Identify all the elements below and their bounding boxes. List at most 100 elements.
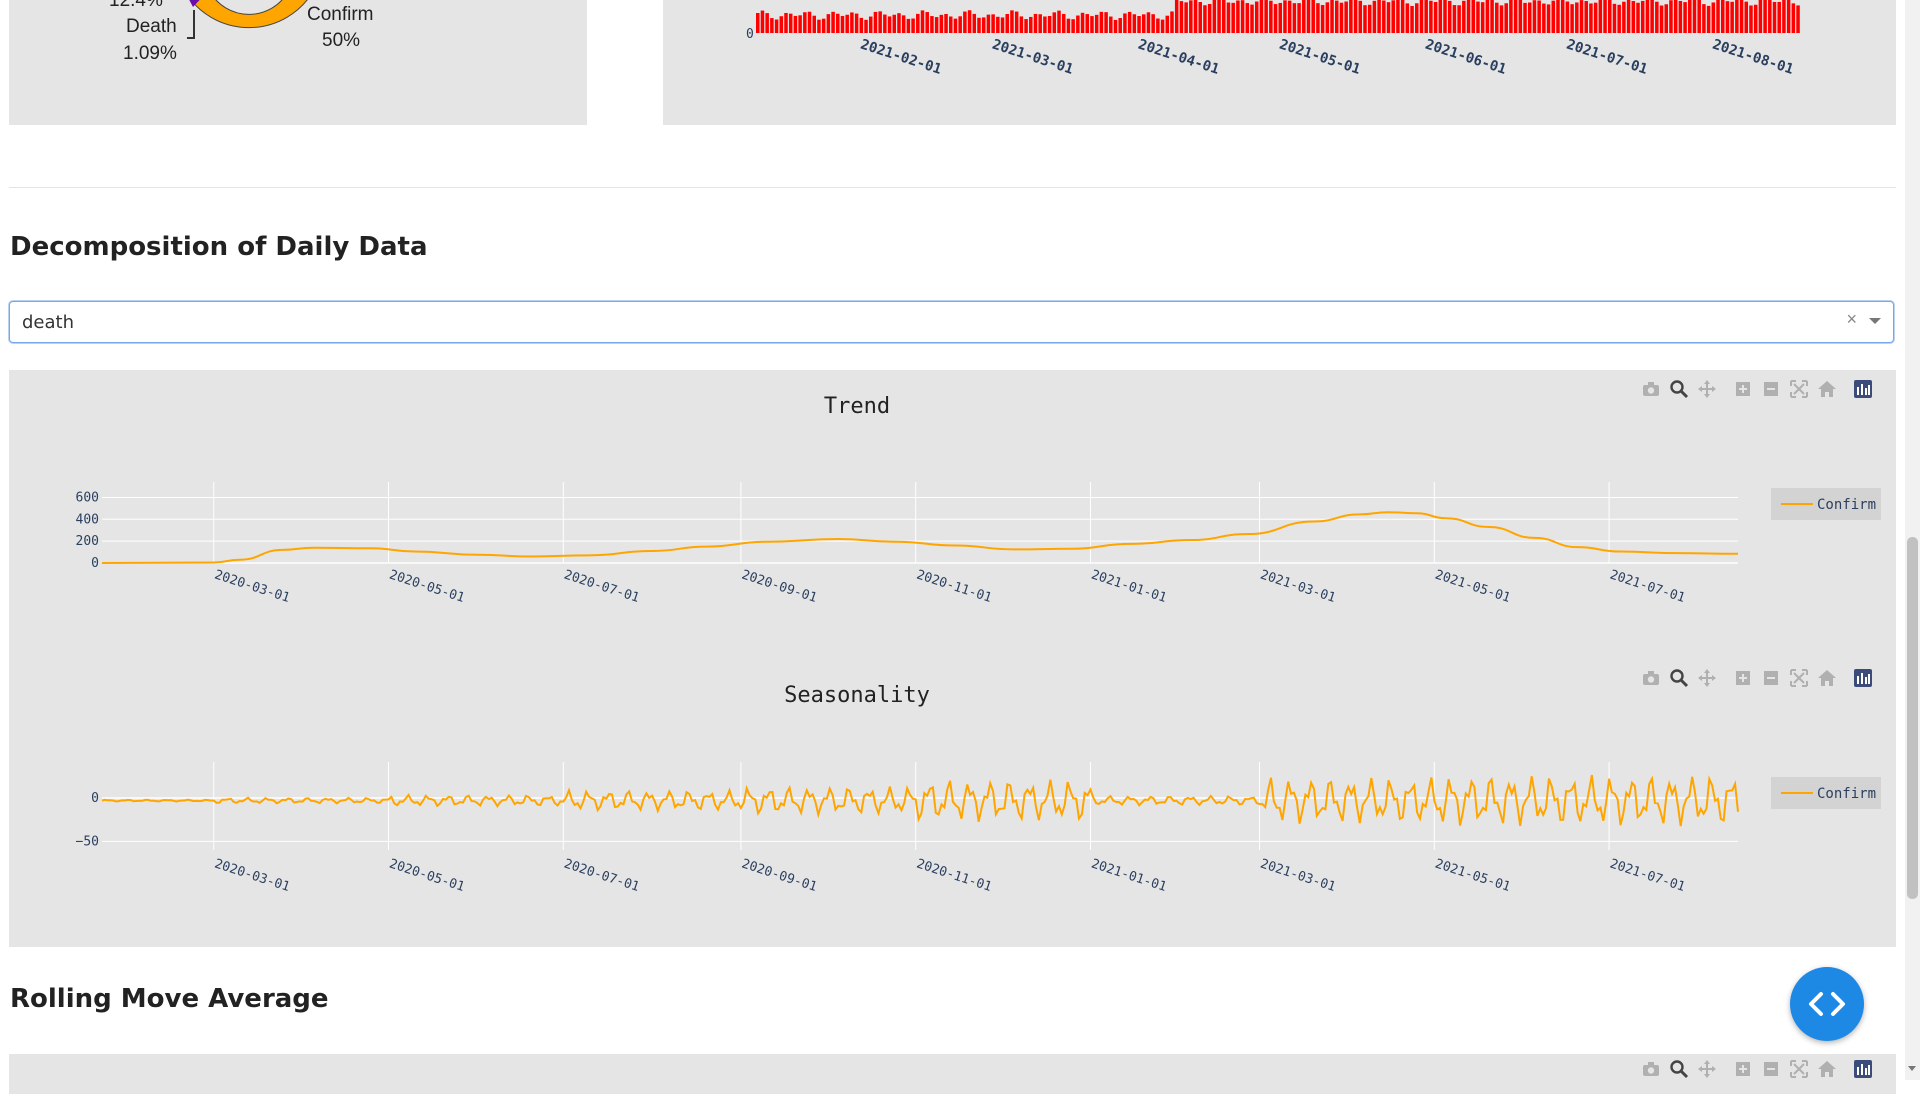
daily-bar[interactable] [788, 13, 793, 33]
daily-bar[interactable] [1076, 15, 1080, 33]
daily-bar[interactable] [1000, 17, 1005, 33]
daily-bar[interactable] [859, 17, 864, 33]
daily-bar[interactable] [774, 19, 779, 33]
daily-bar[interactable] [798, 15, 802, 33]
donut-slice-confirm[interactable] [184, 0, 314, 29]
daily-bar[interactable] [934, 17, 939, 33]
daily-bar[interactable] [958, 16, 962, 33]
daily-bar[interactable] [1151, 14, 1155, 33]
pan-icon[interactable] [1697, 668, 1717, 688]
daily-bar[interactable] [1739, 0, 1744, 33]
daily-bar[interactable] [1085, 14, 1090, 33]
daily-bar[interactable] [963, 11, 967, 34]
daily-bar[interactable] [1480, 2, 1485, 33]
daily-bar[interactable] [826, 14, 831, 33]
daily-bar[interactable] [878, 11, 882, 33]
daily-bar[interactable] [1236, 0, 1240, 33]
daily-bar[interactable] [1415, 3, 1419, 33]
daily-bar[interactable] [1024, 19, 1028, 33]
daily-bar[interactable] [901, 15, 906, 34]
daily-bar[interactable] [967, 10, 972, 33]
daily-bar[interactable] [1118, 18, 1122, 33]
daily-bar[interactable] [1749, 5, 1753, 33]
daily-bar[interactable] [1527, 2, 1532, 33]
daily-bar[interactable] [972, 13, 977, 33]
daily-bar[interactable] [920, 10, 925, 34]
daily-bar[interactable] [1452, 5, 1457, 34]
daily-bar[interactable] [1141, 14, 1146, 33]
daily-bar[interactable] [1725, 1, 1730, 33]
daily-bar[interactable] [1226, 2, 1231, 33]
daily-bar[interactable] [1720, 0, 1725, 33]
daily-bar[interactable] [1622, 1, 1626, 34]
daily-bar[interactable] [1269, 0, 1273, 34]
daily-bar[interactable] [1476, 1, 1480, 34]
daily-bar[interactable] [925, 12, 929, 34]
daily-bar[interactable] [817, 19, 821, 33]
daily-bar[interactable] [1664, 4, 1668, 33]
daily-bar[interactable] [1447, 0, 1452, 33]
daily-bar[interactable] [1146, 12, 1151, 33]
daily-bar[interactable] [1137, 16, 1141, 33]
daily-bar[interactable] [1240, 0, 1245, 34]
daily-bar[interactable] [981, 17, 986, 33]
daily-bar[interactable] [1565, 1, 1570, 33]
legend[interactable]: Confirm [1771, 777, 1881, 809]
daily-bar[interactable] [1109, 16, 1113, 33]
daily-bar[interactable] [1127, 11, 1132, 34]
daily-bar[interactable] [770, 18, 774, 33]
daily-bar[interactable] [1692, 0, 1697, 33]
daily-bar[interactable] [1391, 0, 1395, 33]
daily-bar[interactable] [1207, 3, 1212, 34]
plotly-logo-icon[interactable] [1853, 379, 1873, 399]
daily-bar[interactable] [1796, 5, 1800, 33]
daily-bar[interactable] [1589, 3, 1593, 34]
daily-bar[interactable] [953, 18, 958, 33]
reset-axes-icon[interactable] [1817, 1059, 1837, 1079]
daily-bar[interactable] [1556, 0, 1560, 33]
daily-bar[interactable] [1010, 10, 1014, 33]
daily-bar[interactable] [1603, 0, 1607, 33]
daily-bar[interactable] [1645, 0, 1650, 33]
daily-bar[interactable] [1523, 2, 1527, 34]
daily-bar[interactable] [1245, 3, 1250, 34]
daily-bar[interactable] [821, 18, 826, 33]
daily-bar[interactable] [1287, 0, 1292, 34]
autoscale-icon[interactable] [1789, 1059, 1809, 1079]
daily-bar[interactable] [916, 13, 920, 33]
daily-bar[interactable] [1132, 14, 1137, 33]
daily-bar[interactable] [1344, 1, 1348, 34]
daily-bar[interactable] [803, 12, 807, 33]
daily-bar[interactable] [1099, 11, 1104, 33]
daily-bar[interactable] [1113, 19, 1118, 33]
zoom-in-icon[interactable] [1733, 1059, 1753, 1079]
daily-bar[interactable] [1170, 11, 1174, 34]
legend[interactable]: Confirm [1771, 488, 1881, 520]
daily-bar[interactable] [1753, 4, 1758, 33]
daily-bar[interactable] [1189, 0, 1193, 33]
daily-bar[interactable] [765, 13, 769, 33]
zoom-icon[interactable] [1669, 1059, 1689, 1079]
series-line-confirm[interactable] [101, 511, 1739, 564]
daily-bar[interactable] [1217, 0, 1221, 33]
daily-bar[interactable] [1104, 12, 1108, 34]
daily-bar[interactable] [1518, 0, 1523, 33]
daily-bar[interactable] [1330, 0, 1334, 33]
zoom-in-icon[interactable] [1733, 379, 1753, 399]
daily-bar[interactable] [1292, 3, 1297, 33]
daily-bar[interactable] [1744, 1, 1749, 34]
daily-bar[interactable] [1673, 0, 1678, 33]
daily-bar[interactable] [1358, 0, 1363, 34]
daily-bar[interactable] [1297, 3, 1301, 33]
daily-bar[interactable] [1212, 0, 1217, 33]
daily-bar[interactable] [1334, 0, 1339, 33]
reset-axes-icon[interactable] [1817, 668, 1837, 688]
daily-bar[interactable] [1273, 4, 1278, 34]
daily-bar[interactable] [840, 15, 845, 34]
daily-bar[interactable] [1509, 0, 1513, 33]
camera-icon[interactable] [1641, 1059, 1661, 1079]
daily-bar[interactable] [1353, 0, 1358, 33]
daily-bar[interactable] [1532, 0, 1537, 33]
daily-bar[interactable] [1495, 2, 1499, 33]
daily-bar[interactable] [1363, 5, 1367, 33]
